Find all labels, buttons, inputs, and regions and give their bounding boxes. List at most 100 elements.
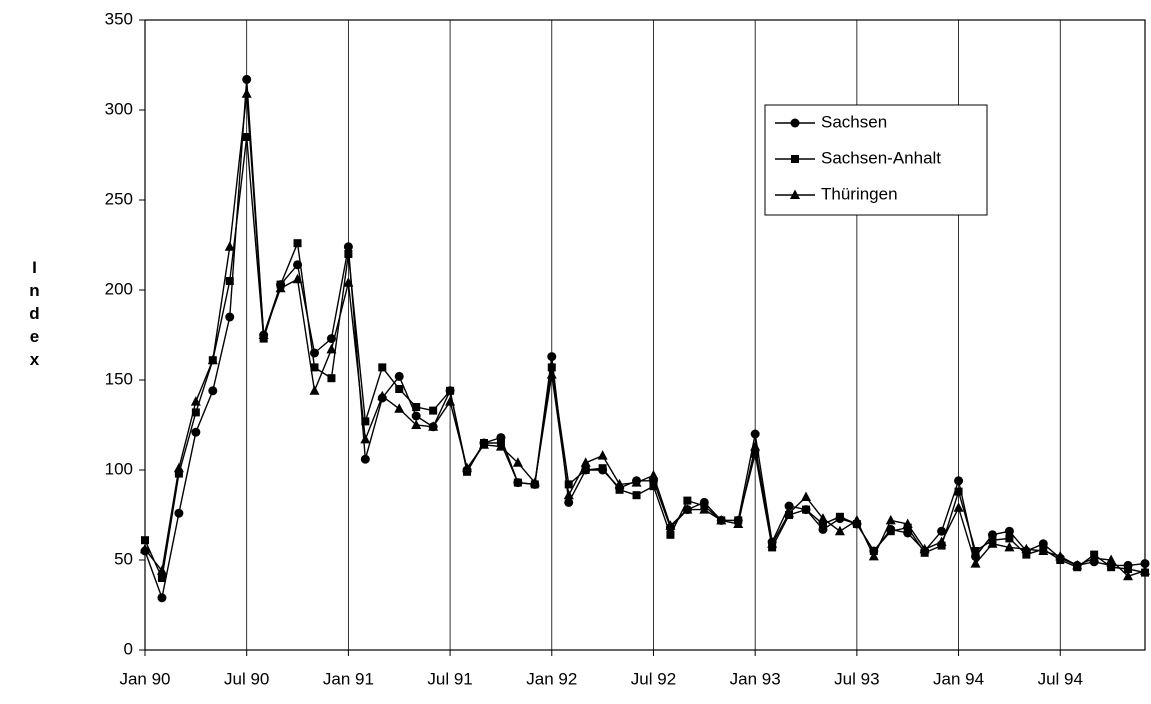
series-line (144, 136, 1146, 581)
point (292, 273, 303, 284)
point (191, 427, 201, 437)
point (919, 543, 930, 554)
point (412, 403, 421, 411)
point (174, 469, 183, 478)
point (462, 462, 473, 473)
point (208, 386, 218, 396)
plot-frame (144, 19, 1146, 651)
point (564, 480, 573, 489)
point (564, 497, 574, 507)
point (767, 538, 778, 548)
point (361, 417, 370, 426)
point (360, 454, 370, 464)
point (529, 477, 540, 487)
point (512, 457, 523, 467)
x-tick-label: Jan 92 (526, 669, 577, 688)
point (344, 250, 353, 258)
point (1005, 534, 1014, 543)
point (615, 485, 624, 494)
point (225, 312, 235, 322)
point (1140, 559, 1150, 569)
point (750, 441, 761, 451)
point (378, 363, 387, 372)
point (886, 527, 895, 536)
point (563, 489, 574, 500)
y-tick-label: 150 (105, 369, 133, 388)
point (1123, 570, 1134, 581)
point (513, 478, 522, 487)
point (868, 550, 879, 561)
point (648, 469, 659, 480)
point (310, 363, 319, 372)
y-tick-label: 300 (105, 99, 133, 118)
legend-label: Sachsen (821, 112, 887, 131)
point (936, 536, 947, 546)
point (309, 385, 320, 395)
point (156, 565, 167, 575)
series-line (144, 79, 1146, 601)
point (632, 491, 641, 500)
point (902, 518, 913, 528)
point (1124, 565, 1133, 573)
point (666, 530, 675, 539)
point (174, 508, 184, 518)
point (411, 419, 422, 429)
point (953, 502, 964, 512)
point (954, 487, 963, 496)
point (750, 429, 760, 439)
point (682, 504, 693, 514)
point (495, 441, 506, 451)
point (241, 88, 252, 98)
point (1021, 543, 1032, 554)
point (834, 525, 845, 536)
point (258, 329, 269, 339)
point (851, 514, 862, 525)
point (699, 504, 710, 514)
y-tick-label: 350 (105, 9, 133, 28)
point (293, 239, 302, 248)
point (173, 462, 184, 473)
point (224, 241, 235, 251)
point (140, 543, 150, 554)
y-tick-label: 100 (105, 459, 133, 478)
point (395, 385, 404, 393)
point (445, 396, 456, 406)
point (580, 457, 591, 467)
point (716, 514, 727, 525)
point (547, 352, 557, 362)
legend-marker (790, 189, 800, 199)
point (157, 574, 166, 582)
point (377, 390, 388, 401)
point (784, 507, 795, 518)
point (581, 466, 590, 474)
point (971, 547, 980, 555)
point (597, 450, 608, 460)
x-tick-label: Jan 90 (119, 669, 170, 688)
point (327, 374, 336, 383)
point (1004, 526, 1014, 536)
point (191, 408, 200, 417)
point (1055, 550, 1066, 561)
point (683, 496, 692, 505)
point (784, 501, 794, 511)
point (207, 354, 218, 365)
point (309, 348, 319, 358)
point (429, 406, 438, 415)
point (598, 464, 607, 473)
point (428, 421, 439, 431)
x-tick-label: Jan 93 (730, 669, 781, 688)
x-tick-label: Jul 90 (224, 669, 269, 688)
x-tick-label: Jul 94 (1038, 669, 1083, 688)
point (225, 277, 234, 285)
point (326, 343, 337, 354)
point (733, 518, 744, 528)
point (987, 538, 998, 548)
legend-label: Thüringen (821, 184, 898, 203)
point (835, 512, 844, 521)
point (1072, 559, 1083, 570)
point (1106, 554, 1117, 564)
y-tick-label: 50 (114, 549, 133, 568)
point (242, 74, 252, 84)
